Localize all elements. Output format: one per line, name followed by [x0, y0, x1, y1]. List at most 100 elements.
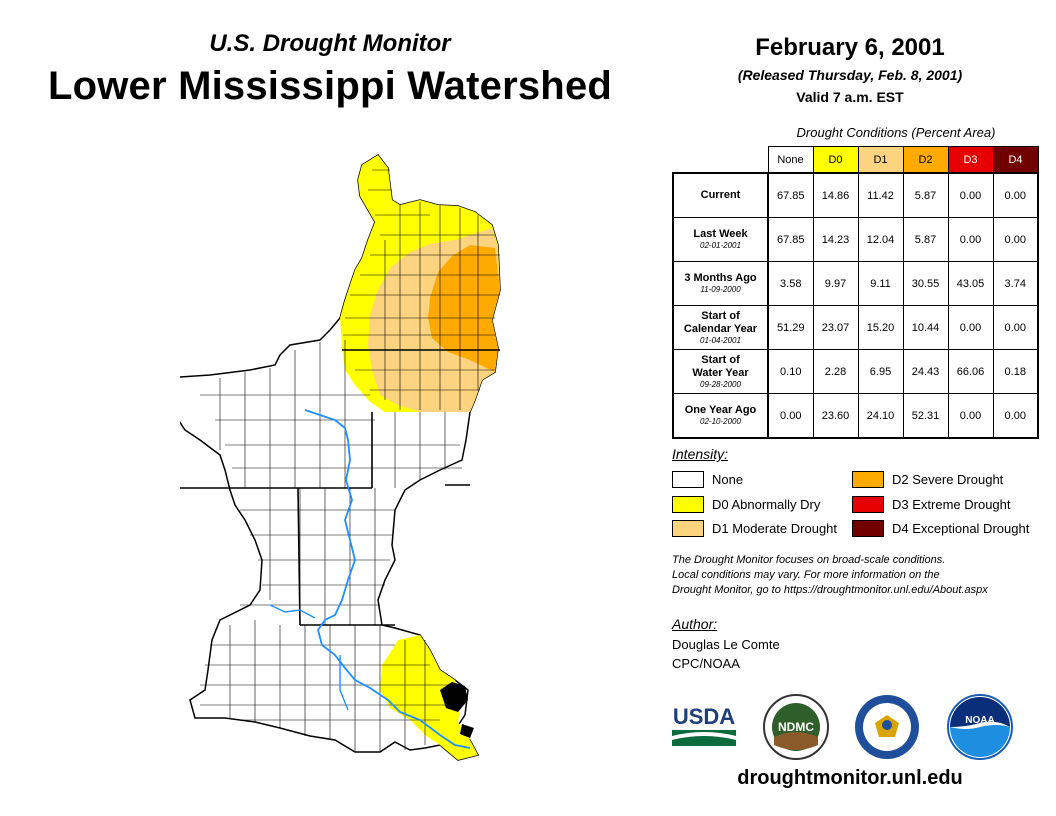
table-cell: 5.87	[902, 172, 949, 218]
drought-map	[180, 154, 501, 761]
table-cell: 3.74	[992, 261, 1039, 306]
table-cell: 0.00	[992, 217, 1039, 262]
table-cell: 24.43	[902, 349, 949, 394]
table-cell: 43.05	[947, 261, 994, 306]
row-label: Last Week 02-01-2001	[672, 217, 769, 262]
d2-area	[428, 245, 500, 372]
info-note: The Drought Monitor focuses on broad-sca…	[672, 553, 1052, 598]
legend-item-d2: D2 Severe Drought	[852, 471, 1003, 488]
legend-swatch	[672, 471, 704, 488]
table-cell: 23.07	[812, 305, 859, 350]
conditions-caption: Drought Conditions (Percent Area)	[796, 125, 996, 140]
author-title: Author:	[672, 616, 718, 632]
map-subtitle: U.S. Drought Monitor	[209, 30, 451, 57]
table-cell: 0.18	[992, 349, 1039, 394]
table-cell: 3.58	[767, 261, 814, 306]
table-cell: 0.00	[992, 172, 1039, 218]
legend-item-d0: D0 Abnormally Dry	[672, 496, 820, 513]
legend-label: D3 Extreme Drought	[892, 497, 1011, 512]
table-cell: 10.44	[902, 305, 949, 350]
table-cell: 5.87	[902, 217, 949, 262]
usda-logo-text: USDA	[673, 704, 735, 729]
ndmc-logo: NDMC	[763, 694, 829, 760]
table-cell: 51.29	[767, 305, 814, 350]
legend-item-d1: D1 Moderate Drought	[672, 520, 837, 537]
legend-item-d4: D4 Exceptional Drought	[852, 520, 1029, 537]
table-cell: 30.55	[902, 261, 949, 306]
ndmc-logo-text: NDMC	[778, 720, 814, 734]
table-cell: 67.85	[767, 217, 814, 262]
website-link[interactable]: droughtmonitor.unl.edu	[737, 767, 963, 789]
commerce-seal	[855, 695, 919, 759]
note-line: Drought Monitor, go to https://droughtmo…	[672, 584, 988, 596]
table-row: Start of Calendar Year 01-04-2001 51.29 23…	[672, 305, 1039, 350]
row-date: 11-09-2000	[700, 285, 741, 294]
map-date: February 6, 2001	[755, 34, 945, 61]
table-cell: 11.42	[857, 172, 904, 218]
table-cell: 24.10	[857, 393, 904, 439]
column-header-d1: D1	[857, 146, 904, 174]
table-corner	[673, 146, 768, 174]
release-date: (Released Thursday, Feb. 8, 2001)	[737, 67, 963, 83]
legend-title: Intensity:	[672, 446, 729, 462]
map-title: Lower Mississippi Watershed	[47, 64, 613, 108]
note-line: Local conditions may vary. For more info…	[672, 569, 940, 581]
legend-label: D0 Abnormally Dry	[712, 497, 821, 512]
legend-label: D4 Exceptional Drought	[892, 521, 1030, 536]
legend-label: D2 Severe Drought	[892, 472, 1004, 487]
valid-time: Valid 7 a.m. EST	[796, 89, 904, 105]
column-header-d4: D4	[992, 146, 1039, 174]
table-cell: 0.00	[992, 393, 1039, 439]
table-cell: 6.95	[857, 349, 904, 394]
table-row: Last Week 02-01-2001 67.85 14.23 12.04 5.…	[672, 217, 1039, 262]
table-cell: 14.23	[812, 217, 859, 262]
d0-area-south	[380, 635, 478, 760]
noaa-logo-text: NOAA	[965, 715, 994, 726]
author-name: Douglas Le Comte	[672, 637, 780, 652]
table-cell: 15.20	[857, 305, 904, 350]
mississippi-river	[304, 409, 471, 749]
row-label: Start of Calendar Year 01-04-2001	[672, 305, 769, 350]
table-cell: 2.28	[812, 349, 859, 394]
row-label: One Year Ago 02-10-2000	[672, 393, 769, 439]
atchafalaya-river	[269, 604, 349, 711]
table-cell: 0.00	[947, 172, 994, 218]
table-cell: 0.00	[947, 217, 994, 262]
table-cell: 9.11	[857, 261, 904, 306]
state-boundaries	[180, 349, 500, 626]
legend-item-none: None	[672, 471, 743, 488]
note-line: The Drought Monitor focuses on broad-sca…	[672, 554, 946, 566]
table-cell: 52.31	[902, 393, 949, 439]
table-row: 3 Months Ago 11-09-2000 3.58 9.97 9.11 30…	[672, 261, 1039, 306]
row-date: 02-01-2001	[700, 241, 741, 250]
coastal-islands	[440, 682, 474, 738]
noaa-logo: NOAA	[947, 694, 1013, 760]
column-header-d0: D0	[812, 146, 859, 174]
legend-swatch	[852, 471, 884, 488]
row-date: 02-10-2000	[700, 417, 741, 426]
legend-item-d3: D3 Extreme Drought	[852, 496, 1011, 513]
table-cell: 0.00	[947, 305, 994, 350]
table-row: Current 67.85 14.86 11.42 5.87 0.00 0.00	[672, 172, 1039, 218]
table-cell: 0.00	[767, 393, 814, 439]
legend-swatch	[852, 496, 884, 513]
table-cell: 0.00	[947, 393, 994, 439]
column-header-none: None	[767, 146, 814, 174]
table-cell: 14.86	[812, 172, 859, 218]
table-cell: 0.10	[767, 349, 814, 394]
usda-logo: USDA	[672, 704, 736, 746]
table-row: Start of Water Year 09-28-2000 0.10 2.28 6…	[672, 349, 1039, 394]
row-label: Current	[672, 172, 769, 218]
table-cell: 12.04	[857, 217, 904, 262]
county-lines	[200, 169, 500, 752]
table-cell: 23.60	[812, 393, 859, 439]
table-row: One Year Ago 02-10-2000 0.00 23.60 24.10 …	[672, 393, 1039, 439]
author-org: CPC/NOAA	[672, 656, 740, 671]
legend-swatch	[672, 520, 704, 537]
column-header-d3: D3	[947, 146, 994, 174]
table-cell: 0.00	[992, 305, 1039, 350]
row-label: Start of Water Year 09-28-2000	[672, 349, 769, 394]
table-cell: 9.97	[812, 261, 859, 306]
row-date: 01-04-2001	[700, 335, 741, 345]
column-header-d2: D2	[902, 146, 949, 174]
